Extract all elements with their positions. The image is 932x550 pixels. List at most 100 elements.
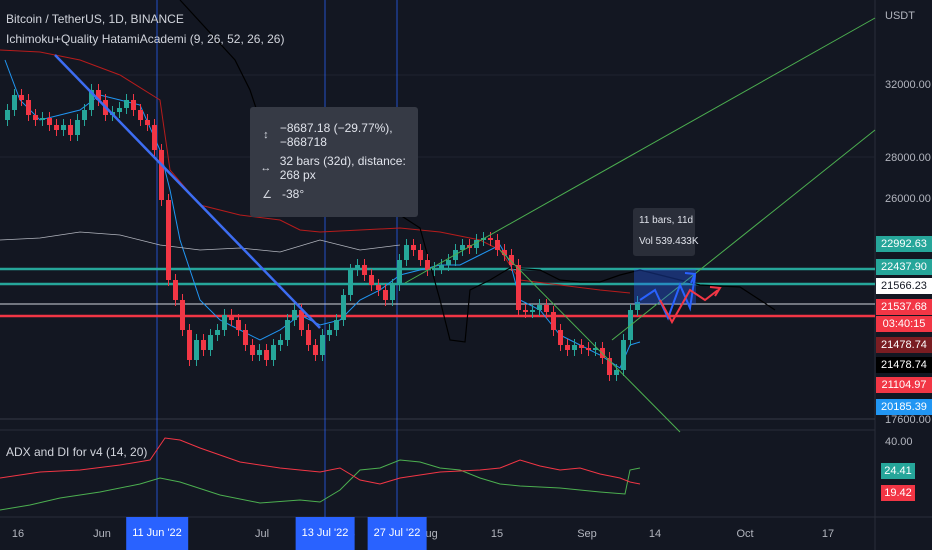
candle-body [215, 330, 220, 335]
candle-body [439, 265, 444, 268]
candle-body [124, 100, 129, 108]
candle-body [26, 100, 31, 115]
candle-body [152, 125, 157, 150]
time-axis-tick: 15 [490, 528, 504, 540]
candle-body [488, 238, 493, 240]
candle-body [509, 255, 514, 265]
adx-axis-tick: 40.00 [885, 436, 913, 448]
price-range-icon: ↕ [263, 129, 269, 141]
candle-body [369, 275, 374, 285]
adx-minus-di-line [0, 437, 641, 485]
candle-body [222, 315, 227, 330]
time-axis-tick: 14 [648, 528, 662, 540]
measure-bars-range: 32 bars (32d), distance: 268 px [279, 154, 406, 182]
date-range-tooltip: 11 bars, 11d Vol 539.433K [633, 208, 699, 256]
candle-body [348, 270, 353, 295]
price-axis-label: 20185.39 [876, 399, 932, 415]
measure-tooltip: ↕ −8687.18 (−29.77%), −868718 ↔ 32 bars … [250, 107, 418, 217]
price-axis-label: 21478.74 [876, 337, 932, 353]
candle-body [565, 345, 570, 350]
candle-body [271, 345, 276, 360]
price-axis-label: 21537.68 [876, 299, 932, 315]
candle-body [208, 335, 213, 350]
time-axis-highlight: 11 Jun '22 [126, 517, 188, 550]
candle-body [257, 350, 262, 355]
candle-body [390, 285, 395, 300]
candle-body [82, 110, 87, 120]
trendline-diagonal-down [499, 249, 681, 433]
candle-body [5, 110, 10, 120]
candle-body [341, 295, 346, 320]
candle-body [40, 118, 45, 120]
trendline-upper-green [404, 17, 876, 284]
candle-body [523, 310, 528, 312]
projection-path-blue[interactable] [639, 274, 696, 321]
ichimoku-indicator-title[interactable]: Ichimoku+Quality HatamiAcademi (9, 26, 5… [6, 32, 285, 46]
candle-body [131, 100, 136, 110]
price-axis-tick: 17600.00 [885, 414, 931, 426]
candle-body [285, 320, 290, 340]
time-axis-tick: Jul [254, 528, 270, 540]
price-axis-label: 03:40:15 [876, 316, 932, 332]
candle-body [635, 302, 640, 310]
candle-body [96, 90, 101, 100]
ichimoku-lagging-line [0, 231, 401, 253]
projection-arrow-red [709, 286, 722, 297]
price-axis-tick: 28000.00 [885, 152, 931, 164]
candle-body [572, 345, 577, 350]
candle-body [19, 95, 24, 100]
candle-body [61, 125, 66, 130]
date-range-bars: 11 bars, 11d [639, 215, 694, 226]
candle-body [446, 260, 451, 265]
candle-body [614, 370, 619, 375]
price-axis-tick: 32000.00 [885, 79, 931, 91]
candle-body [460, 245, 465, 250]
candle-body [495, 240, 500, 250]
candle-body [425, 260, 430, 270]
candle-body [54, 125, 59, 130]
horizontal-levels[interactable] [0, 267, 875, 318]
candle-body [243, 330, 248, 345]
projection-path-red[interactable] [659, 288, 719, 325]
price-axis-label: 22992.63 [876, 236, 932, 252]
candle-body [33, 115, 38, 120]
angle-icon: ∠ [262, 188, 272, 201]
candle-body [117, 108, 122, 112]
candle-body [264, 350, 269, 360]
measure-angle: -38° [282, 187, 305, 201]
candle-body [334, 320, 339, 330]
price-axis-tick: 26000.00 [885, 193, 931, 205]
candle-body [320, 335, 325, 355]
measure-price-range: −8687.18 (−29.77%), −868718 [279, 121, 393, 149]
adx-indicator-title[interactable]: ADX and DI for v4 (14, 20) [6, 445, 148, 459]
adx-axis-label: 19.42 [881, 485, 915, 501]
trendline-blue [54, 54, 321, 329]
candle-body [551, 312, 556, 330]
price-axis-label: 21104.97 [876, 377, 932, 393]
candle-body [383, 290, 388, 300]
candle-body [12, 95, 17, 110]
candle-body [404, 245, 409, 260]
candlestick-series [5, 84, 640, 381]
candle-body [138, 110, 143, 120]
adx-plus-di-line [0, 459, 641, 511]
candle-body [236, 320, 241, 330]
adx-axis-label: 24.41 [881, 463, 915, 479]
candle-body [201, 340, 206, 350]
candle-body [313, 345, 318, 355]
candle-body [607, 358, 612, 375]
candle-body [250, 345, 255, 355]
projection-arrow-blue [684, 272, 697, 284]
candle-body [474, 240, 479, 248]
candle-body [327, 330, 332, 335]
candle-body [502, 250, 507, 255]
price-axis-label: 21478.74 [876, 357, 932, 373]
symbol-title[interactable]: Bitcoin / TetherUS, 1D, BINANCE [6, 12, 184, 26]
candle-body [89, 90, 94, 110]
candle-body [418, 250, 423, 260]
candle-body [411, 245, 416, 250]
candle-body [362, 265, 367, 275]
candle-body [229, 315, 234, 320]
currency-label: USDT [885, 10, 915, 22]
